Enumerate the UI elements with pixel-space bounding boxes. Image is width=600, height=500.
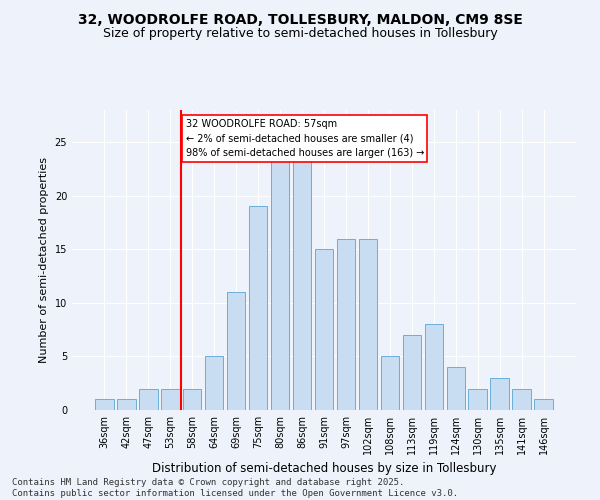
Bar	[293, 153, 311, 410]
Bar	[227, 292, 245, 410]
Text: Contains HM Land Registry data © Crown copyright and database right 2025.
Contai: Contains HM Land Registry data © Crown c…	[12, 478, 458, 498]
Bar	[183, 388, 202, 410]
Bar	[249, 206, 268, 410]
Bar	[535, 400, 553, 410]
Bar	[469, 388, 487, 410]
Text: 32 WOODROLFE ROAD: 57sqm
← 2% of semi-detached houses are smaller (4)
98% of sem: 32 WOODROLFE ROAD: 57sqm ← 2% of semi-de…	[185, 118, 424, 158]
Bar	[271, 153, 289, 410]
Bar	[446, 367, 465, 410]
Bar	[161, 388, 179, 410]
Y-axis label: Number of semi-detached properties: Number of semi-detached properties	[39, 157, 49, 363]
Bar	[95, 400, 113, 410]
Bar	[490, 378, 509, 410]
Bar	[139, 388, 158, 410]
Bar	[359, 238, 377, 410]
Bar	[403, 335, 421, 410]
Bar	[380, 356, 399, 410]
Bar	[337, 238, 355, 410]
X-axis label: Distribution of semi-detached houses by size in Tollesbury: Distribution of semi-detached houses by …	[152, 462, 496, 475]
Bar	[314, 250, 334, 410]
Text: Size of property relative to semi-detached houses in Tollesbury: Size of property relative to semi-detach…	[103, 28, 497, 40]
Bar	[512, 388, 531, 410]
Text: 32, WOODROLFE ROAD, TOLLESBURY, MALDON, CM9 8SE: 32, WOODROLFE ROAD, TOLLESBURY, MALDON, …	[77, 12, 523, 26]
Bar	[117, 400, 136, 410]
Bar	[425, 324, 443, 410]
Bar	[205, 356, 223, 410]
